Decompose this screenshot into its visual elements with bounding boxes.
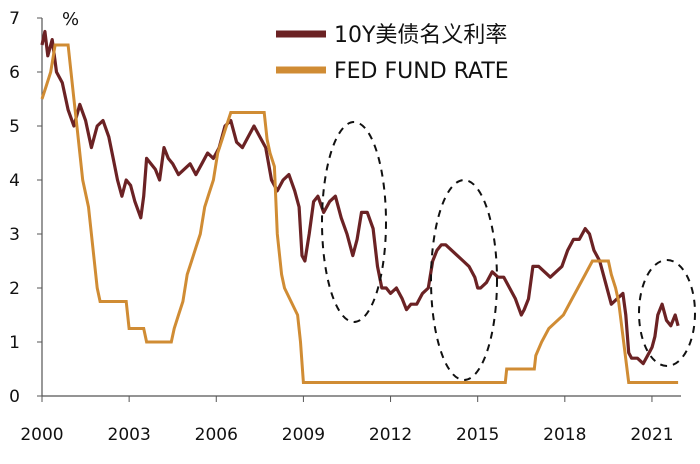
x-tick-label: 2021: [630, 425, 673, 445]
y-tick-label: 2: [9, 279, 20, 299]
ticks: 0 1 2 3 4 5 6 7 2000 2003 2006 2009 2012 2015 2018 2021: [9, 9, 673, 445]
highlight-ellipse-2010-2011: [321, 121, 387, 323]
x-tick-label: 2012: [369, 425, 412, 445]
series-10y-treasury-line: [40, 29, 680, 366]
x-tick-label: 2006: [195, 425, 238, 445]
y-tick-label: 4: [9, 171, 20, 191]
x-tick-label: 2015: [456, 425, 499, 445]
y-tick-label: 0: [9, 387, 20, 407]
x-tick-label: 2000: [20, 425, 63, 445]
legend: 10Y美债名义利率 FED FUND RATE: [276, 23, 509, 84]
series-group: [40, 29, 680, 384]
highlight-ellipse-2014-2015: [430, 179, 498, 381]
legend-label-fed-fund-rate: FED FUND RATE: [334, 59, 509, 84]
y-tick-label: 1: [9, 333, 20, 353]
legend-label-10y-treasury: 10Y美债名义利率: [334, 23, 507, 48]
y-tick-label: 3: [9, 225, 20, 245]
x-tick-label: 2003: [108, 425, 151, 445]
annotations: [321, 121, 696, 381]
axes: [41, 18, 681, 397]
y-tick-label: 6: [9, 63, 20, 83]
y-tick-label: 7: [9, 9, 20, 29]
x-tick-label: 2009: [282, 425, 325, 445]
highlight-ellipse-2021: [638, 259, 696, 367]
y-unit-label: %: [62, 9, 79, 30]
series-fed-fund-rate-line: [40, 43, 679, 384]
x-tick-label: 2018: [543, 425, 586, 445]
y-tick-label: 5: [9, 117, 20, 137]
